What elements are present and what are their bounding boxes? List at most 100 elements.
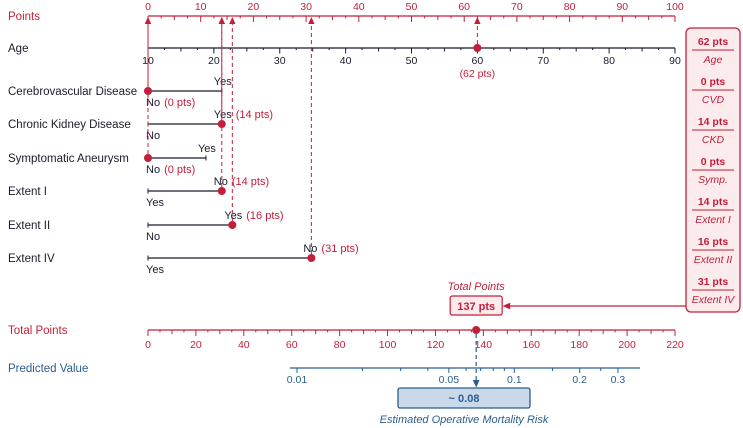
points-axis-title: Points	[8, 11, 40, 23]
total-points-callout: Total Points 137 pts	[448, 281, 506, 316]
arrowhead-down	[472, 380, 480, 388]
variable-label: Cerebrovascular Disease	[8, 86, 137, 98]
predicted-arrow	[472, 334, 480, 388]
points-tick-label: 20	[248, 1, 260, 13]
predicted-tick-label: 0.01	[287, 374, 308, 386]
points-tick-label: 30	[300, 1, 312, 13]
category-label-bottom: No	[146, 231, 160, 243]
total-points-tick-label: 120	[427, 339, 445, 351]
variable-row-extent-i: Extent I No (14 pts) Yes	[8, 176, 269, 209]
age-tick-label: 30	[274, 55, 286, 67]
dashed-arrow	[229, 17, 236, 221]
predicted-tick-label: 0.1	[507, 374, 522, 386]
summary-entry: 62 pts Age	[692, 36, 734, 66]
estimate: ~ 0.08 Estimated Operative Mortality Risk	[380, 387, 549, 426]
summary-entry: 16 pts Extent II	[692, 236, 734, 266]
summary-entry: 0 pts Symp.	[692, 156, 734, 186]
category-label-bottom: Yes	[146, 264, 164, 276]
dashed-arrow	[308, 17, 315, 254]
category-label-bottom: No (0 pts)	[146, 97, 195, 109]
category-label-top: Yes	[214, 76, 232, 88]
callout-title: Total Points	[448, 281, 506, 293]
summary-entry-name: CKD	[702, 134, 725, 146]
predicted-value-axis: 0.01 0.05 0.1 0.2 0.3 Predicted Value	[8, 363, 640, 386]
category-label-top: Yes (14 pts)	[214, 109, 273, 121]
variable-label: Extent II	[8, 220, 50, 232]
predicted-tick-label: 0.3	[611, 374, 626, 386]
category-label-bottom: No (0 pts)	[146, 164, 195, 176]
variable-row-cvd: Cerebrovascular Disease Yes No (0 pts)	[8, 76, 232, 109]
estimate-value: ~ 0.08	[449, 393, 480, 405]
points-tick-label: 40	[353, 1, 365, 13]
points-tick-label: 90	[616, 1, 628, 13]
summary-entry-name: Age	[703, 54, 723, 66]
total-points-tick-label: 100	[379, 339, 397, 351]
total-points-tick-label: 20	[190, 339, 202, 351]
summary-entry-name: Extent II	[694, 254, 733, 266]
estimate-caption: Estimated Operative Mortality Risk	[380, 414, 549, 426]
points-tick-label: 10	[195, 1, 207, 13]
total-points-tick-label: 200	[618, 339, 636, 351]
summary-entry-points: 0 pts	[701, 76, 726, 88]
arrowhead-up	[218, 17, 225, 24]
dashed-arrow	[218, 17, 225, 187]
total-points-tick-label: 60	[286, 339, 298, 351]
variable-label: Symptomatic Aneurysm	[8, 153, 129, 165]
summary-entry: 14 pts Extent I	[692, 196, 734, 226]
predicted-tick-label: 0.2	[572, 374, 587, 386]
category-label-top: Yes (16 pts)	[224, 210, 283, 222]
summary-entry-points: 0 pts	[701, 156, 726, 168]
total-points-tick-label: 180	[570, 339, 588, 351]
age-tick-label: 20	[208, 55, 220, 67]
points-tick-label: 50	[406, 1, 418, 13]
points-tick-label: 0	[145, 1, 151, 13]
summary-entry: 0 pts CVD	[692, 76, 734, 106]
total-points-tick-label: 0	[145, 339, 151, 351]
arrowhead-up	[229, 17, 236, 24]
variable-row-extent-iv: Extent IV No (31 pts) Yes	[8, 243, 359, 276]
age-tick-label: 50	[406, 55, 418, 67]
variable-row-ckd: Chronic Kidney Disease Yes (14 pts) No	[8, 109, 273, 142]
age-points-annotation: (62 pts)	[460, 68, 496, 80]
category-label-top: No (31 pts)	[303, 243, 358, 255]
age-selection-marker	[473, 44, 482, 52]
summary-arrow	[502, 302, 686, 310]
points-tick-label: 60	[458, 1, 470, 13]
total-points-tick-label: 140	[475, 339, 493, 351]
callout-box	[449, 295, 503, 316]
selection-marker	[228, 221, 237, 229]
summary-entry-points: 14 pts	[698, 116, 729, 128]
summary-entry-name: Symp.	[698, 174, 728, 186]
age-tick-label: 90	[669, 55, 681, 67]
callout-value: 137 pts	[457, 301, 495, 313]
total-points-tick-label: 40	[238, 339, 250, 351]
total-points-tick-label: 220	[666, 339, 684, 351]
variable-label: Extent IV	[8, 253, 55, 265]
variable-row-extent-ii: Extent II Yes (16 pts) No	[8, 210, 284, 243]
summary-entry: 31 pts Extent IV	[692, 276, 736, 306]
arrowhead-up	[308, 17, 315, 24]
category-label-top: Yes	[198, 143, 216, 155]
category-label-bottom: Yes	[146, 197, 164, 209]
total-points-axis: 0 20 40 60 80 100 120 140 160 180 200 220 Total Poin…	[8, 325, 684, 351]
age-tick-label: 80	[603, 55, 615, 67]
summary-entry-points: 14 pts	[698, 196, 729, 208]
age-tick-label: 70	[537, 55, 549, 67]
summary-entry-points: 31 pts	[698, 276, 729, 288]
age-axis-title: Age	[8, 43, 28, 55]
total-points-axis-title: Total Points	[8, 325, 68, 337]
predicted-tick-label: 0.05	[439, 374, 460, 386]
summary-entry-name: Extent I	[695, 214, 731, 226]
summary-entry-points: 16 pts	[698, 236, 729, 248]
arrowhead-up	[474, 17, 481, 24]
dashed-arrow	[144, 17, 152, 154]
category-label-bottom: No	[146, 130, 160, 142]
summary-panel: 62 pts Age 0 pts CVD 14 pts CKD 0 pts Symp. 14 p…	[685, 27, 741, 313]
variable-label: Chronic Kidney Disease	[8, 119, 131, 131]
points-tick-label: 70	[511, 1, 523, 13]
summary-entry-name: CVD	[702, 94, 725, 106]
